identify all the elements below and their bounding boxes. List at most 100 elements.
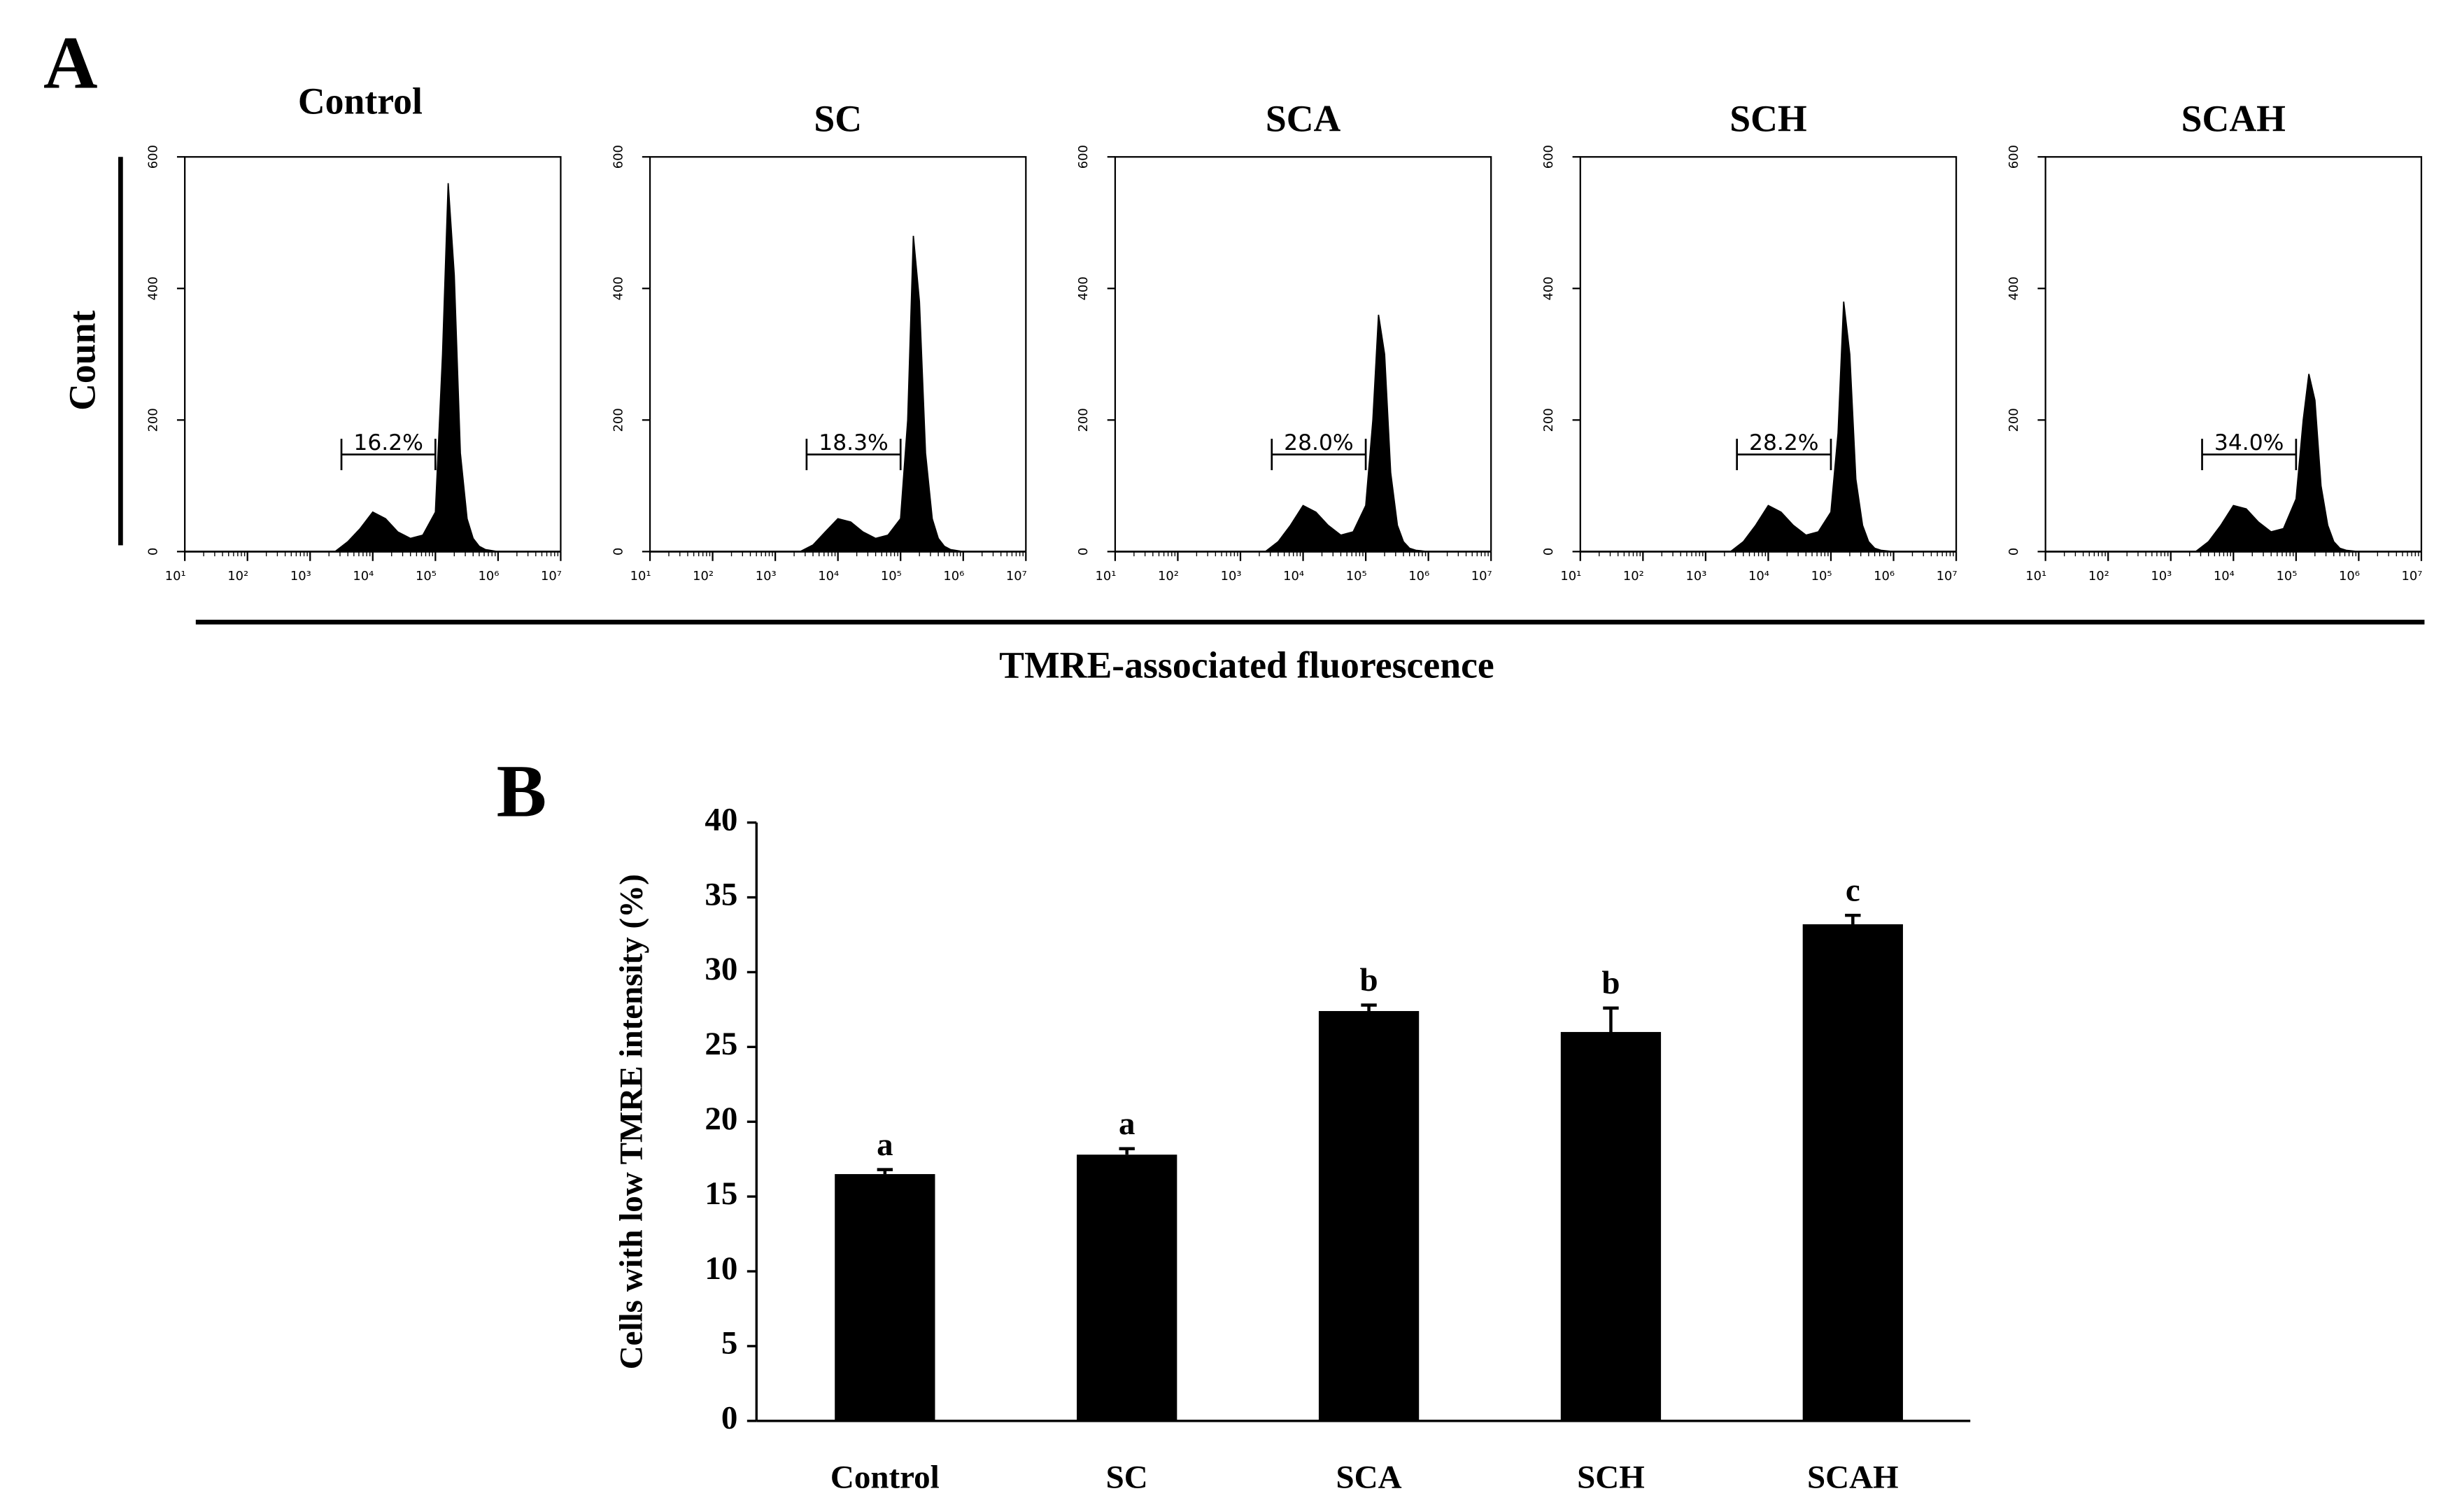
- y-tick-label: 15: [705, 1175, 737, 1212]
- y-tick-label: 600: [611, 145, 625, 169]
- x-tick-label: 10²: [2088, 569, 2109, 584]
- y-tick-label: 0: [2007, 548, 2021, 556]
- x-tick-label: SCH: [1577, 1460, 1645, 1496]
- frame: [1114, 156, 1492, 552]
- significance-letter: a: [1119, 1105, 1135, 1142]
- chart-title: Control: [298, 80, 423, 122]
- y-tick-label: 400: [146, 276, 160, 300]
- x-tick-label: 10⁵: [1811, 569, 1832, 584]
- y-tick-label: 200: [2007, 408, 2021, 432]
- bar: [1802, 924, 1903, 1421]
- x-tick-label: 10⁷: [2402, 569, 2423, 584]
- frame: [649, 156, 1027, 552]
- x-tick-label: 10⁵: [416, 569, 437, 584]
- x-tick-label: 10³: [756, 569, 777, 584]
- y-tick-label: 600: [1541, 145, 1556, 169]
- y-tick-label: 400: [611, 276, 625, 300]
- x-tick-label: 10⁷: [541, 569, 562, 584]
- y-tick-label: 200: [146, 408, 160, 432]
- y-tick-label: 400: [1076, 276, 1091, 300]
- x-tick-label: 10¹: [2025, 569, 2046, 584]
- significance-letter: c: [1846, 872, 1860, 909]
- chart-title: SCH: [1729, 97, 1806, 139]
- x-tick-label: 10⁴: [818, 569, 839, 584]
- y-tick-label: 5: [721, 1325, 738, 1362]
- frame: [2044, 156, 2423, 552]
- panel-label: A: [43, 22, 98, 105]
- shared-x-label: TMRE-associated fluorescence: [999, 644, 1494, 686]
- significance-letter: b: [1360, 962, 1378, 998]
- y-tick-label: 400: [2007, 276, 2021, 300]
- y-tick-label: 400: [1541, 276, 1556, 300]
- gate: [1736, 439, 1832, 470]
- histogram-area: [333, 183, 499, 553]
- y-tick-label: 200: [611, 408, 625, 432]
- error-bar: [1361, 1003, 1377, 1012]
- x-tick-label: Control: [830, 1460, 940, 1496]
- x-tick-label: 10⁴: [353, 569, 374, 584]
- x-tick-label: 10⁵: [2276, 569, 2297, 584]
- gate-label: 18.3%: [819, 430, 889, 455]
- error-bar: [877, 1168, 893, 1175]
- x-tick-label: 10⁴: [1748, 569, 1769, 584]
- chart-title: SCA: [1266, 97, 1341, 139]
- x-tick-label: 10⁶: [2339, 569, 2360, 584]
- x-tick-label: 10¹: [165, 569, 186, 584]
- significance-letter: a: [877, 1126, 893, 1163]
- x-tick-label: SCAH: [1807, 1460, 1899, 1496]
- x-tick-label: 10²: [227, 569, 248, 584]
- error-bar: [1845, 913, 1861, 925]
- gate-label: 28.2%: [1749, 430, 1819, 455]
- y-tick-label: 0: [1076, 548, 1091, 556]
- x-tick-label: 10¹: [1560, 569, 1581, 584]
- gate-label: 34.0%: [2214, 430, 2284, 455]
- x-tick-label: 10⁴: [1283, 569, 1304, 584]
- x-tick-label: 10⁶: [1408, 569, 1429, 584]
- x-tick-label: 10³: [2151, 569, 2172, 584]
- y-axis-label: Cells with low TMRE intensity (%): [613, 874, 649, 1369]
- x-tick-label: 10³: [290, 569, 311, 584]
- chart-title: SC: [814, 97, 862, 139]
- histogram-area: [1728, 301, 1894, 553]
- x-tick-label: SC: [1106, 1460, 1148, 1496]
- x-tick-label: 10⁶: [1874, 569, 1895, 584]
- x-tick-label: 10⁵: [1346, 569, 1367, 584]
- histogram-area: [800, 235, 963, 553]
- bar: [1560, 1031, 1662, 1421]
- x-tick-label: 10⁷: [1006, 569, 1027, 584]
- y-tick-label: 600: [1076, 145, 1091, 169]
- x-tick-label: SCA: [1336, 1460, 1402, 1496]
- x-tick-label: 10¹: [1096, 569, 1117, 584]
- frame: [184, 156, 562, 552]
- gate: [340, 439, 437, 470]
- x-tick-label: 10⁶: [943, 569, 964, 584]
- y-tick-label: 25: [705, 1026, 737, 1062]
- y-tick-label: 30: [705, 951, 737, 987]
- error-bar: [1119, 1147, 1135, 1155]
- y-tick-label: 200: [1541, 408, 1556, 432]
- x-tick-label: 10⁵: [881, 569, 902, 584]
- gate: [805, 439, 902, 470]
- x-tick-label: 10⁷: [1937, 569, 1958, 584]
- x-tick-label: 10¹: [630, 569, 651, 584]
- x-tick-label: 10²: [693, 569, 714, 584]
- chart-title: SCAH: [2181, 97, 2286, 139]
- gate-label: 16.2%: [353, 430, 423, 455]
- y-tick-label: 0: [1541, 548, 1556, 556]
- x-tick-label: 10⁴: [2214, 569, 2235, 584]
- bar: [1077, 1154, 1177, 1421]
- significance-letter: b: [1601, 965, 1620, 1001]
- y-tick-label: 0: [146, 548, 160, 556]
- x-tick-label: 10³: [1221, 569, 1242, 584]
- bar: [835, 1174, 935, 1421]
- x-tick-label: 10²: [1158, 569, 1179, 584]
- panel-label: B: [497, 750, 547, 833]
- x-tick-label: 10³: [1685, 569, 1706, 584]
- gate-label: 28.0%: [1284, 430, 1354, 455]
- y-tick-label: 20: [705, 1101, 737, 1137]
- y-tick-label: 35: [705, 876, 737, 912]
- histogram-area: [1264, 314, 1429, 553]
- gate: [1271, 439, 1367, 470]
- error-bar: [1603, 1006, 1619, 1032]
